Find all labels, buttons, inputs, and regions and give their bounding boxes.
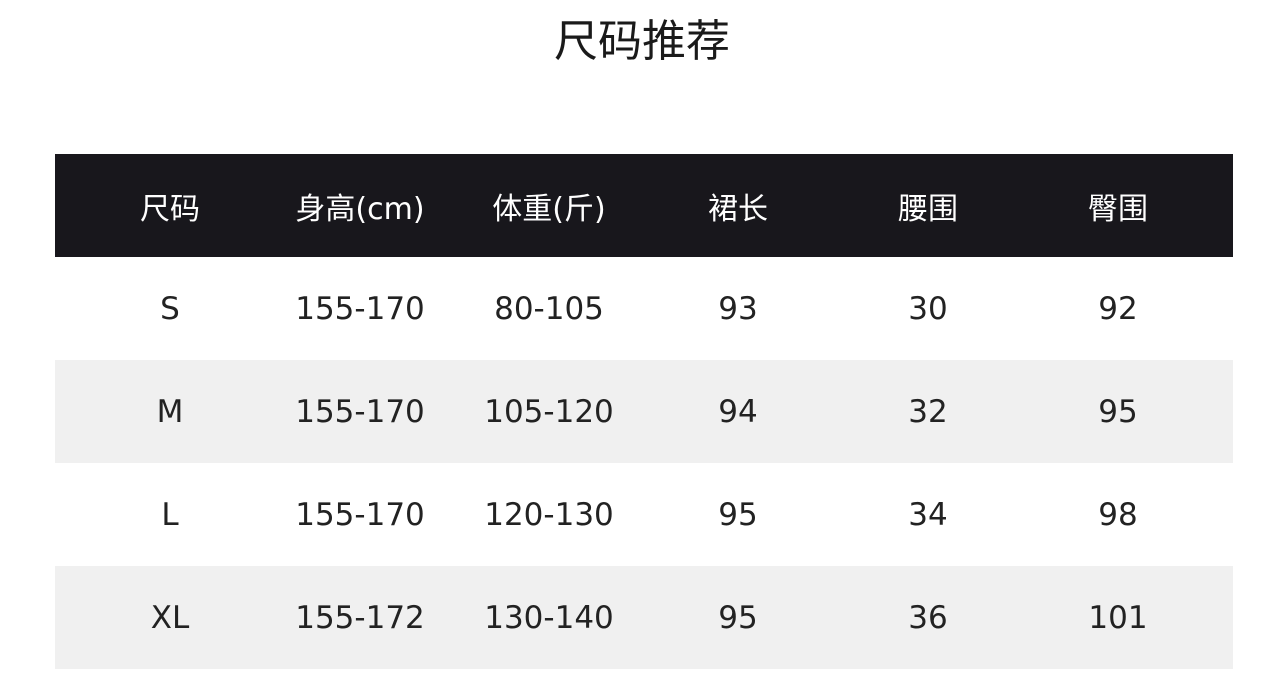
table-cell: 101 (1088, 599, 1148, 636)
table-cell: 34 (908, 496, 948, 533)
table-cell: 93 (718, 290, 758, 327)
column-header: 体重(斤) (492, 191, 606, 227)
table-row: S 155-170 80-105 93 30 92 (55, 257, 1233, 360)
table-cell: 120-130 (484, 496, 614, 533)
table-cell: 36 (908, 599, 948, 636)
table-cell: M (156, 393, 184, 430)
column-header: 臀围 (1088, 191, 1148, 227)
table-cell: 94 (718, 393, 758, 430)
column-header: 身高(cm) (295, 191, 425, 227)
table-cell: 95 (718, 496, 758, 533)
column-header: 裙长 (708, 191, 768, 227)
table-cell: 80-105 (494, 290, 604, 327)
size-chart-table: 尺码 身高(cm) 体重(斤) 裙长 腰围 臀围 S 155-170 80-105 93 30 92 M… (55, 154, 1233, 669)
table-cell: 92 (1098, 290, 1138, 327)
table-cell: XL (150, 599, 190, 636)
table-cell: 155-170 (295, 496, 425, 533)
page-title: 尺码推荐 (554, 16, 730, 67)
table-cell: 105-120 (484, 393, 614, 430)
table-cell: 98 (1098, 496, 1138, 533)
table-cell: L (161, 496, 179, 533)
table-row: L 155-170 120-130 95 34 98 (55, 463, 1233, 566)
table-cell: 32 (908, 393, 948, 430)
table-cell: 95 (1098, 393, 1138, 430)
table-cell: 130-140 (484, 599, 614, 636)
column-header: 腰围 (898, 191, 958, 227)
table-cell: 155-170 (295, 290, 425, 327)
table-cell: 155-170 (295, 393, 425, 430)
table-header-row: 尺码 身高(cm) 体重(斤) 裙长 腰围 臀围 (55, 154, 1233, 257)
table-row: M 155-170 105-120 94 32 95 (55, 360, 1233, 463)
table-cell: 95 (718, 599, 758, 636)
table-cell: S (160, 290, 180, 327)
table-row: XL 155-172 130-140 95 36 101 (55, 566, 1233, 669)
table-cell: 30 (908, 290, 948, 327)
table-cell: 155-172 (295, 599, 425, 636)
column-header: 尺码 (140, 191, 200, 227)
